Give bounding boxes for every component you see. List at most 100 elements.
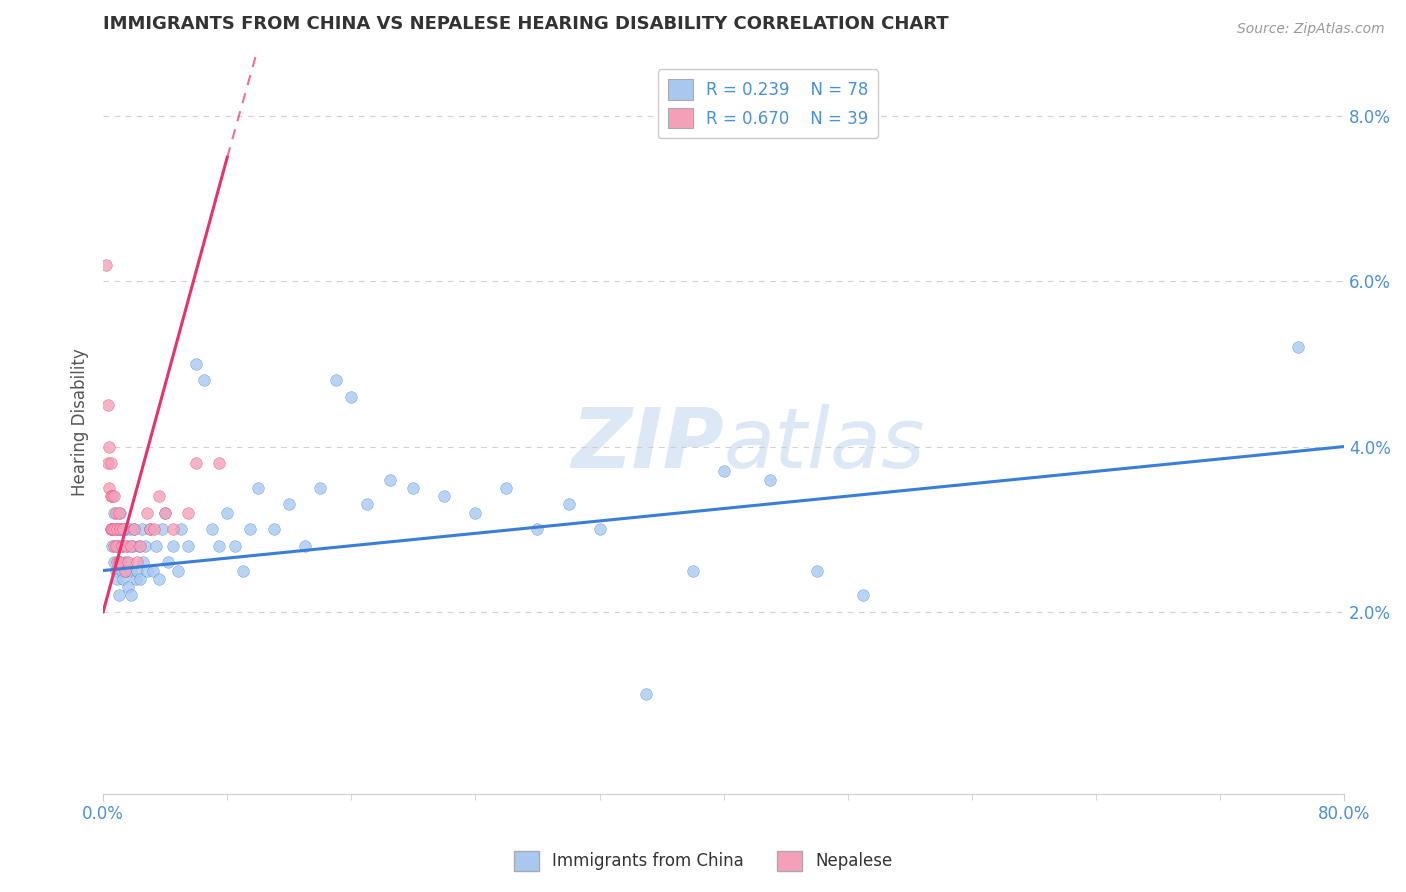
Point xyxy=(103,522,125,536)
Point xyxy=(101,539,124,553)
Point xyxy=(122,522,145,536)
Point xyxy=(433,489,456,503)
Point xyxy=(100,456,122,470)
Point xyxy=(1286,340,1309,354)
Point xyxy=(98,481,121,495)
Point xyxy=(112,539,135,553)
Point xyxy=(153,506,176,520)
Point xyxy=(713,464,735,478)
Point xyxy=(129,539,152,553)
Point xyxy=(138,522,160,536)
Point xyxy=(177,506,200,520)
Point xyxy=(111,564,134,578)
Point xyxy=(107,555,129,569)
Point xyxy=(105,522,128,536)
Point xyxy=(208,456,231,470)
Point xyxy=(117,539,139,553)
Point xyxy=(103,506,125,520)
Point xyxy=(588,522,610,536)
Point xyxy=(759,473,782,487)
Point xyxy=(108,522,131,536)
Point xyxy=(100,522,122,536)
Point xyxy=(557,497,579,511)
Point xyxy=(120,588,142,602)
Point xyxy=(101,489,124,503)
Point xyxy=(108,555,131,569)
Point xyxy=(132,555,155,569)
Point xyxy=(120,539,142,553)
Point xyxy=(166,564,188,578)
Point xyxy=(309,481,332,495)
Point xyxy=(125,572,148,586)
Point xyxy=(263,522,285,536)
Point xyxy=(105,539,128,553)
Text: ZIP: ZIP xyxy=(571,403,724,484)
Point xyxy=(682,564,704,578)
Text: Source: ZipAtlas.com: Source: ZipAtlas.com xyxy=(1237,22,1385,37)
Point xyxy=(122,522,145,536)
Point xyxy=(162,539,184,553)
Point xyxy=(208,539,231,553)
Point xyxy=(100,489,122,503)
Point xyxy=(340,390,363,404)
Point xyxy=(217,506,239,520)
Legend: Immigrants from China, Nepalese: Immigrants from China, Nepalese xyxy=(505,842,901,880)
Point xyxy=(112,522,135,536)
Point xyxy=(107,539,129,553)
Point xyxy=(131,522,153,536)
Point xyxy=(108,555,131,569)
Point xyxy=(107,506,129,520)
Point xyxy=(104,539,127,553)
Point xyxy=(98,440,121,454)
Point xyxy=(115,564,138,578)
Text: IMMIGRANTS FROM CHINA VS NEPALESE HEARING DISABILITY CORRELATION CHART: IMMIGRANTS FROM CHINA VS NEPALESE HEARIN… xyxy=(103,15,949,33)
Point xyxy=(526,522,548,536)
Point xyxy=(111,539,134,553)
Point xyxy=(378,473,401,487)
Point xyxy=(186,456,208,470)
Point xyxy=(97,398,120,412)
Point xyxy=(157,555,180,569)
Y-axis label: Hearing Disability: Hearing Disability xyxy=(72,348,89,496)
Point xyxy=(278,497,301,511)
Point xyxy=(232,564,254,578)
Point xyxy=(201,522,224,536)
Point xyxy=(247,481,270,495)
Point xyxy=(108,506,131,520)
Point xyxy=(121,539,143,553)
Point xyxy=(127,564,149,578)
Point xyxy=(150,522,173,536)
Point xyxy=(224,539,246,553)
Point xyxy=(117,555,139,569)
Point xyxy=(148,489,170,503)
Point xyxy=(111,522,134,536)
Point xyxy=(852,588,875,602)
Point xyxy=(325,373,347,387)
Point xyxy=(107,588,129,602)
Point xyxy=(402,481,425,495)
Point xyxy=(495,481,517,495)
Point xyxy=(193,373,215,387)
Point xyxy=(142,564,165,578)
Point xyxy=(145,539,167,553)
Text: atlas: atlas xyxy=(724,403,925,484)
Point xyxy=(114,564,136,578)
Point xyxy=(104,506,127,520)
Point xyxy=(138,522,160,536)
Point xyxy=(128,539,150,553)
Point xyxy=(112,572,135,586)
Point xyxy=(114,522,136,536)
Point xyxy=(135,564,157,578)
Point xyxy=(104,564,127,578)
Point xyxy=(186,357,208,371)
Point xyxy=(114,555,136,569)
Point xyxy=(115,522,138,536)
Point xyxy=(636,688,658,702)
Point xyxy=(127,555,149,569)
Point xyxy=(239,522,262,536)
Point xyxy=(105,572,128,586)
Point xyxy=(177,539,200,553)
Point xyxy=(356,497,378,511)
Point xyxy=(97,456,120,470)
Point xyxy=(115,539,138,553)
